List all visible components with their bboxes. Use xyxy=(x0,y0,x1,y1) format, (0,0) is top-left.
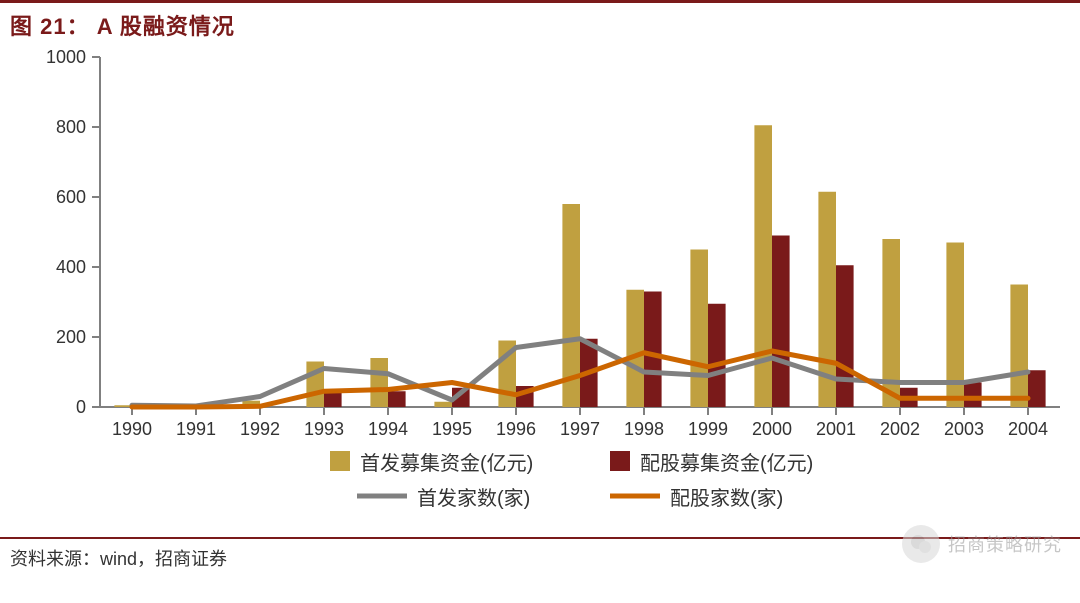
wechat-icon xyxy=(902,525,940,563)
title-bar: 图 21： A 股融资情况 xyxy=(0,0,1080,47)
svg-text:800: 800 xyxy=(56,117,86,137)
svg-text:1998: 1998 xyxy=(624,419,664,439)
svg-text:1995: 1995 xyxy=(432,419,472,439)
svg-text:400: 400 xyxy=(56,257,86,277)
watermark: 招商策略研究 xyxy=(902,525,1062,563)
chart-svg: 0 200 400 600 800 1000 1990 1991 1992 1993 1994 199… xyxy=(0,47,1080,537)
svg-text:首发募集资金(亿元): 首发募集资金(亿元) xyxy=(360,452,533,475)
svg-text:1997: 1997 xyxy=(560,419,600,439)
svg-text:2003: 2003 xyxy=(944,419,984,439)
svg-text:1993: 1993 xyxy=(304,419,344,439)
chart-area: 0 200 400 600 800 1000 1990 1991 1992 1993 1994 199… xyxy=(0,47,1080,537)
svg-text:2001: 2001 xyxy=(816,419,856,439)
svg-text:2000: 2000 xyxy=(752,419,792,439)
source-text: 资料来源：wind，招商证券 xyxy=(10,549,227,569)
svg-text:1999: 1999 xyxy=(688,419,728,439)
figure-container: 图 21： A 股融资情况 0 200 400 600 800 1000 1990 1991 1… xyxy=(0,0,1080,603)
svg-text:2004: 2004 xyxy=(1008,419,1048,439)
svg-text:1000: 1000 xyxy=(46,47,86,67)
svg-text:1996: 1996 xyxy=(496,419,536,439)
figure-title: 图 21： A 股融资情况 xyxy=(10,14,235,39)
svg-text:1990: 1990 xyxy=(112,419,152,439)
svg-text:配股募集资金(亿元): 配股募集资金(亿元) xyxy=(640,452,813,475)
watermark-text: 招商策略研究 xyxy=(948,531,1062,557)
svg-text:1992: 1992 xyxy=(240,419,280,439)
svg-text:2002: 2002 xyxy=(880,419,920,439)
svg-text:配股家数(家): 配股家数(家) xyxy=(670,487,783,510)
svg-text:1991: 1991 xyxy=(176,419,216,439)
svg-text:600: 600 xyxy=(56,187,86,207)
svg-text:首发家数(家): 首发家数(家) xyxy=(417,487,530,510)
svg-text:200: 200 xyxy=(56,327,86,347)
svg-text:0: 0 xyxy=(76,397,86,417)
svg-text:1994: 1994 xyxy=(368,419,408,439)
